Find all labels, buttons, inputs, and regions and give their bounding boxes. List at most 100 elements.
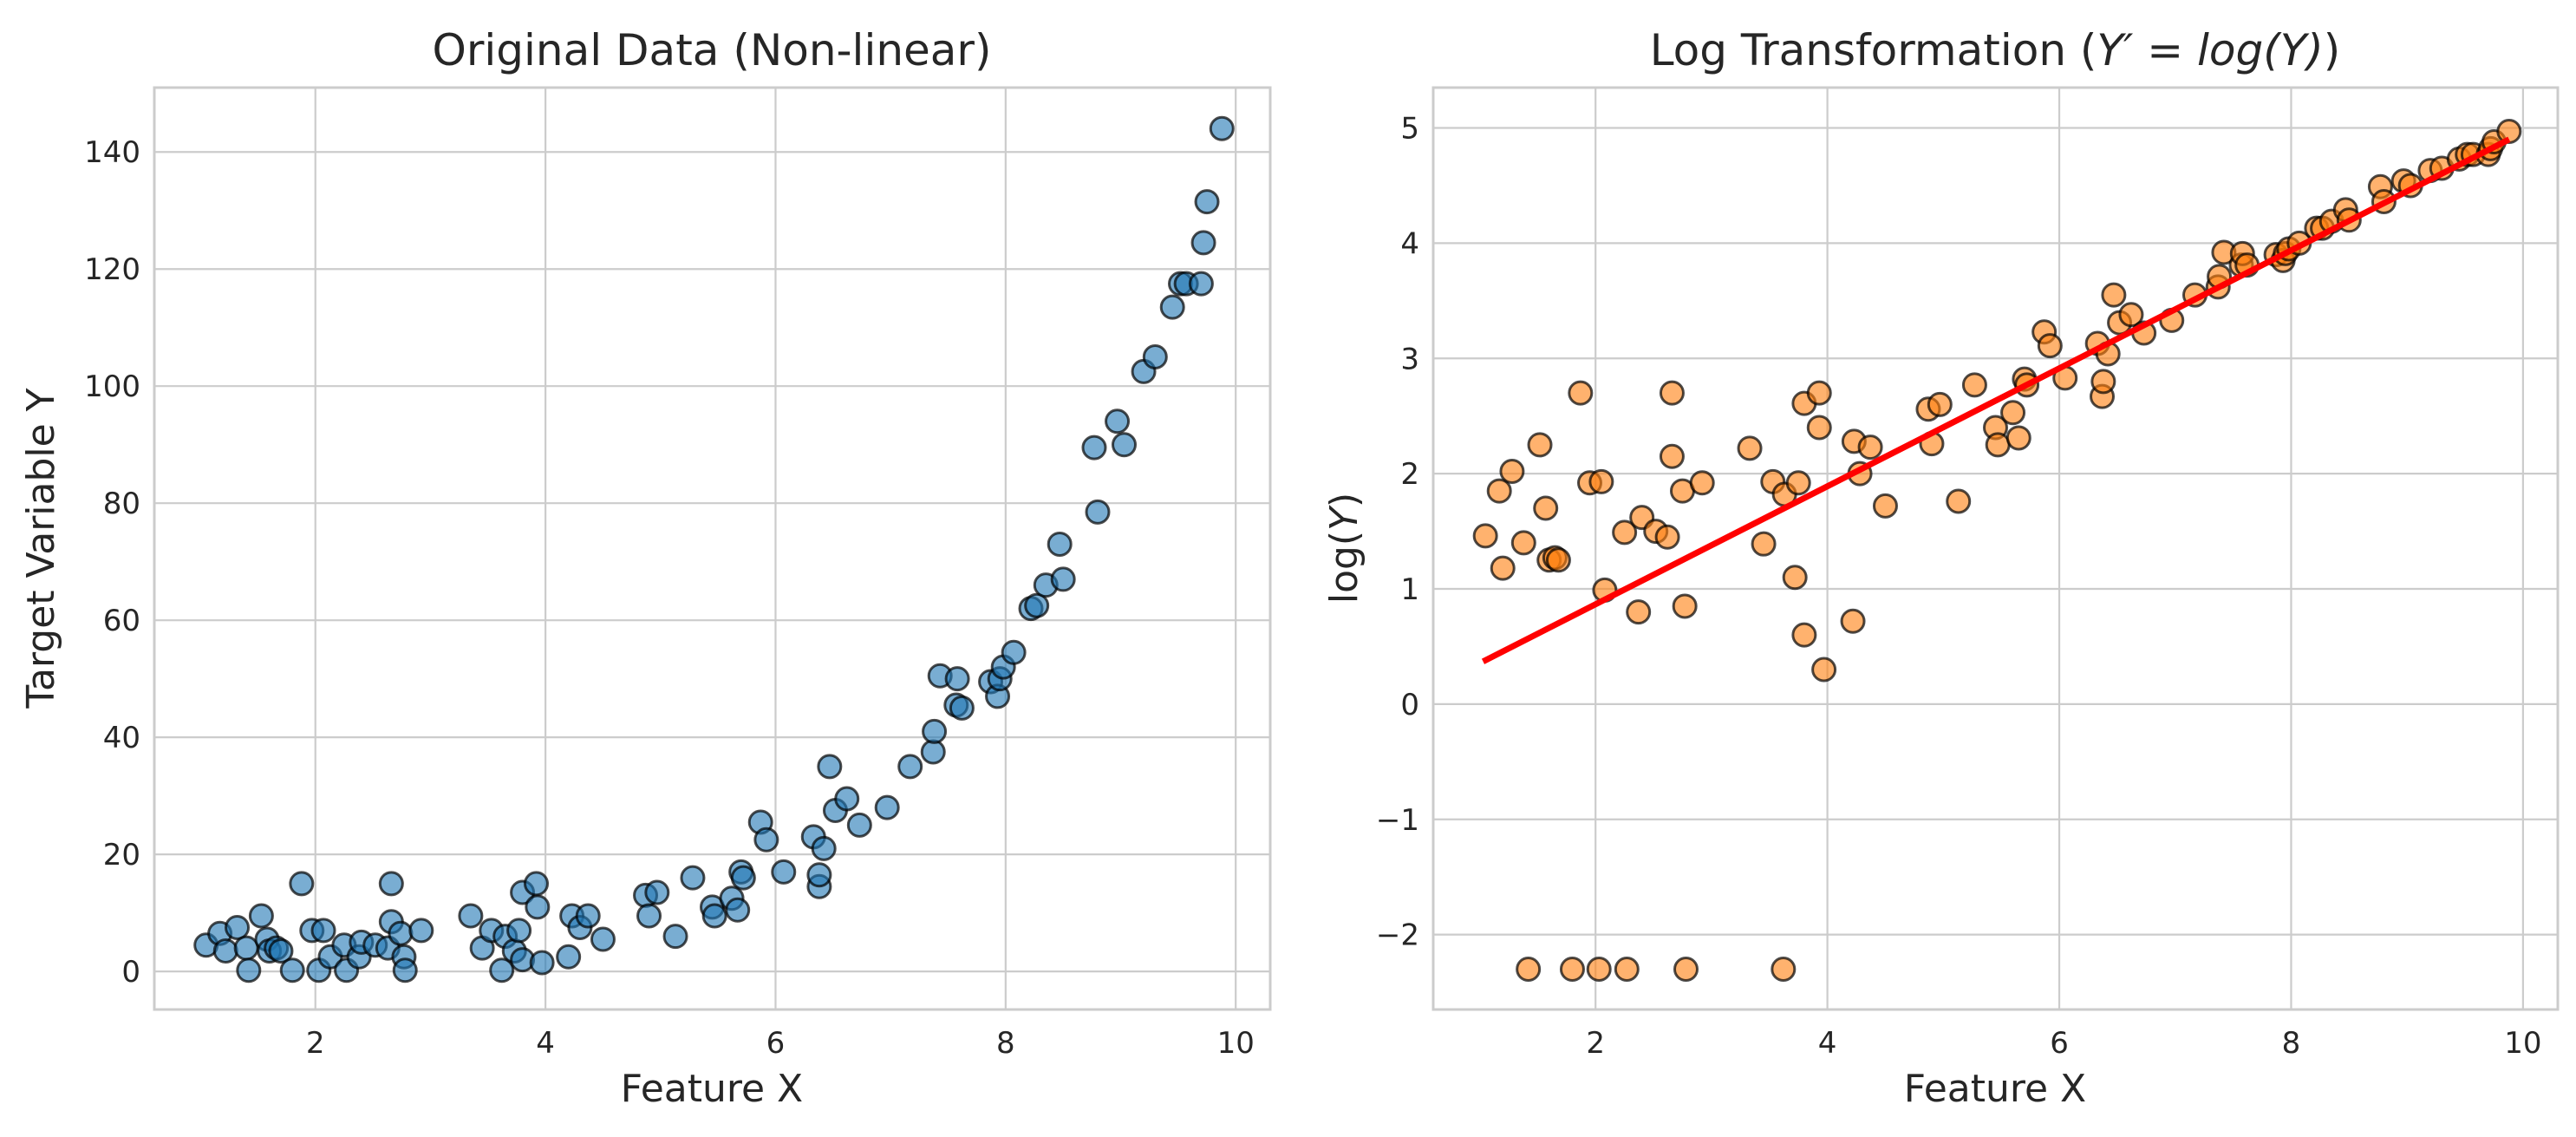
- right-data-point: [1588, 468, 1614, 494]
- right-data-point: [1545, 547, 1571, 573]
- right-regression-line: [1481, 136, 2511, 664]
- left-data-point: [1142, 343, 1168, 369]
- left-data-point: [310, 918, 336, 944]
- right-data-point: [1785, 470, 1811, 496]
- left-data-point: [834, 786, 860, 812]
- right-points: [1472, 118, 2522, 982]
- left-chart-title: Original Data (Non-linear): [433, 25, 992, 75]
- left-data-point: [1081, 435, 1107, 461]
- right-x-tick-label: 6: [2050, 1026, 2069, 1061]
- right-data-point: [2090, 369, 2116, 395]
- left-y-axis-label: Target Variable Y: [19, 388, 63, 709]
- right-data-point: [1673, 956, 1699, 982]
- right-data-point: [2101, 282, 2127, 308]
- left-data-point: [268, 938, 294, 964]
- left-data-point: [408, 918, 434, 944]
- left-data-point: [874, 794, 900, 820]
- right-data-point: [1811, 657, 1837, 683]
- left-data-point: [289, 871, 315, 897]
- right-data-point: [1486, 478, 1512, 504]
- right-y-tick-label: 0: [1400, 688, 1419, 722]
- left-data-point: [701, 903, 727, 929]
- right-data-point: [2118, 302, 2144, 328]
- left-data-point: [378, 871, 404, 897]
- right-data-point: [1559, 956, 1585, 982]
- left-data-point: [944, 666, 970, 692]
- right-data-point: [1654, 524, 1680, 550]
- left-data-point: [1194, 189, 1220, 215]
- left-data-point: [662, 924, 688, 950]
- left-plot-frame: [153, 86, 1272, 1011]
- right-data-point: [1771, 956, 1797, 982]
- right-data-point: [1659, 380, 1685, 406]
- left-data-point: [529, 950, 555, 976]
- left-y-tick-label: 0: [121, 955, 140, 990]
- left-data-point: [233, 935, 259, 961]
- right-data-point: [1791, 622, 1817, 648]
- left-data-point: [680, 865, 706, 891]
- left-data-point: [806, 862, 832, 888]
- right-data-point: [1527, 432, 1553, 458]
- left-data-point: [523, 871, 549, 897]
- left-data-point: [1209, 115, 1235, 141]
- left-data-point: [920, 739, 946, 765]
- left-y-tick-label: 80: [103, 487, 140, 521]
- right-x-axis-label: Feature X: [1904, 1067, 2086, 1111]
- right-data-point: [1737, 435, 1763, 461]
- left-data-point: [636, 903, 662, 929]
- right-data-point: [1499, 458, 1525, 484]
- left-x-tick-label: 2: [306, 1026, 325, 1061]
- left-data-point: [1085, 499, 1111, 525]
- right-title-suffix: ): [2324, 25, 2341, 75]
- left-data-point: [489, 957, 515, 983]
- left-data-point: [279, 957, 305, 983]
- right-chart: 2 4 6 8 10 −2 −1 0 1 2 3 4 5 Log Transformation (Y′…: [1322, 25, 2560, 1111]
- right-data-point: [1751, 531, 1777, 557]
- left-xticks: 2 4 6 8 10: [306, 1026, 1255, 1061]
- left-data-point: [575, 903, 601, 929]
- right-data-point: [1840, 608, 1866, 634]
- right-x-tick-label: 10: [2504, 1026, 2541, 1061]
- left-data-point: [225, 915, 251, 941]
- right-data-point: [1533, 495, 1559, 521]
- right-data-point: [2005, 425, 2031, 451]
- left-x-tick-label: 10: [1217, 1026, 1255, 1061]
- right-xticks: 2 4 6 8 10: [1586, 1026, 2541, 1061]
- right-data-point: [1626, 599, 1652, 625]
- right-data-point: [1946, 488, 1972, 514]
- left-data-point: [1190, 230, 1216, 256]
- left-x-tick-label: 6: [766, 1026, 786, 1061]
- left-y-tick-label: 60: [103, 604, 140, 638]
- left-data-point: [458, 903, 484, 929]
- left-x-axis-label: Feature X: [621, 1067, 803, 1111]
- right-data-point: [1806, 380, 1832, 406]
- left-data-point: [897, 754, 923, 780]
- left-chart: 2 4 6 8 10 0 20 40 60 80 100 120 140 Original Data …: [19, 25, 1272, 1111]
- left-data-point: [1188, 271, 1214, 297]
- right-data-point: [1586, 956, 1612, 982]
- left-y-tick-label: 40: [103, 721, 140, 755]
- left-data-point: [771, 859, 797, 885]
- right-ylabel-prefix: log(: [1322, 531, 1366, 604]
- left-data-point: [1001, 639, 1027, 665]
- right-data-point: [1782, 565, 1808, 591]
- right-data-point: [1927, 391, 1953, 417]
- right-x-tick-label: 4: [1818, 1026, 1837, 1061]
- left-data-point: [1111, 432, 1137, 458]
- right-data-point: [2000, 400, 2026, 426]
- left-data-point: [730, 865, 756, 891]
- left-data-point: [949, 695, 975, 721]
- left-yticks: 0 20 40 60 80 100 120 140: [84, 135, 140, 990]
- left-data-point: [644, 879, 670, 905]
- right-data-point: [1806, 415, 1832, 441]
- left-y-tick-label: 100: [84, 369, 140, 404]
- right-data-point: [1472, 523, 1498, 549]
- right-y-tick-label: 1: [1400, 572, 1419, 607]
- left-points: [193, 115, 1235, 983]
- right-data-point: [2037, 333, 2063, 359]
- right-data-point: [1490, 555, 1516, 581]
- left-data-point: [1159, 294, 1185, 320]
- left-data-point: [392, 957, 418, 983]
- right-data-point: [1659, 443, 1685, 469]
